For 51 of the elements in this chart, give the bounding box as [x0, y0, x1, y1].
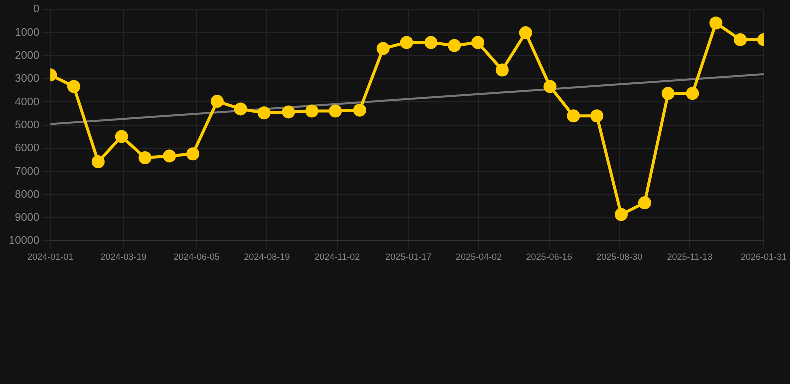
x-tick-label: 2025-08-30	[596, 252, 643, 262]
point	[710, 16, 723, 30]
x-tick-label: 2025-11-13	[667, 252, 713, 262]
point	[519, 26, 532, 40]
point	[329, 104, 342, 118]
x-tick-label: 2024-08-19	[244, 252, 290, 262]
point	[115, 130, 128, 144]
point	[138, 152, 152, 165]
y-tick-label: 6000	[15, 142, 40, 155]
point	[186, 148, 200, 161]
point	[424, 36, 438, 50]
point	[234, 102, 248, 116]
point	[282, 106, 296, 119]
point	[590, 110, 604, 123]
point	[686, 87, 700, 100]
y-tick-label: 10000	[8, 235, 40, 248]
point	[662, 87, 675, 100]
y-tick-label: 0	[33, 4, 40, 16]
y-tick-label: 5000	[15, 119, 40, 132]
point	[734, 33, 748, 46]
y-tick-label: 3000	[15, 73, 40, 86]
x-tick-label: 2026-01-31	[740, 252, 788, 262]
point	[210, 95, 224, 108]
y-tick-label: 2000	[15, 50, 40, 62]
point	[258, 106, 271, 120]
y-tick-label: 1000	[15, 26, 40, 39]
point	[472, 36, 485, 50]
x-tick-label: 2024-03-19	[100, 252, 147, 262]
point	[614, 208, 628, 222]
point	[68, 80, 81, 94]
x-tick-label: 2024-06-05	[174, 252, 220, 262]
y-tick-label: 4000	[15, 96, 40, 108]
x-tick-label: 2024-11-02	[314, 252, 360, 262]
point	[638, 196, 652, 210]
point	[306, 104, 319, 118]
y-tick-label: 8000	[15, 188, 40, 201]
point	[163, 150, 176, 163]
x-tick-label: 2024-01-01	[28, 252, 74, 262]
point	[92, 155, 105, 168]
x-tick-label: 2025-06-16	[526, 252, 572, 262]
point	[544, 80, 557, 94]
y-tick-label: 7000	[15, 166, 40, 178]
y-tick-label: 9000	[15, 212, 40, 224]
x-tick-label: 2025-01-17	[386, 252, 432, 262]
point	[496, 64, 509, 77]
point	[353, 104, 366, 117]
point	[400, 36, 414, 50]
point	[376, 42, 390, 56]
point	[448, 39, 462, 52]
x-tick-label: 2025-04-02	[456, 252, 502, 262]
point	[567, 110, 580, 123]
